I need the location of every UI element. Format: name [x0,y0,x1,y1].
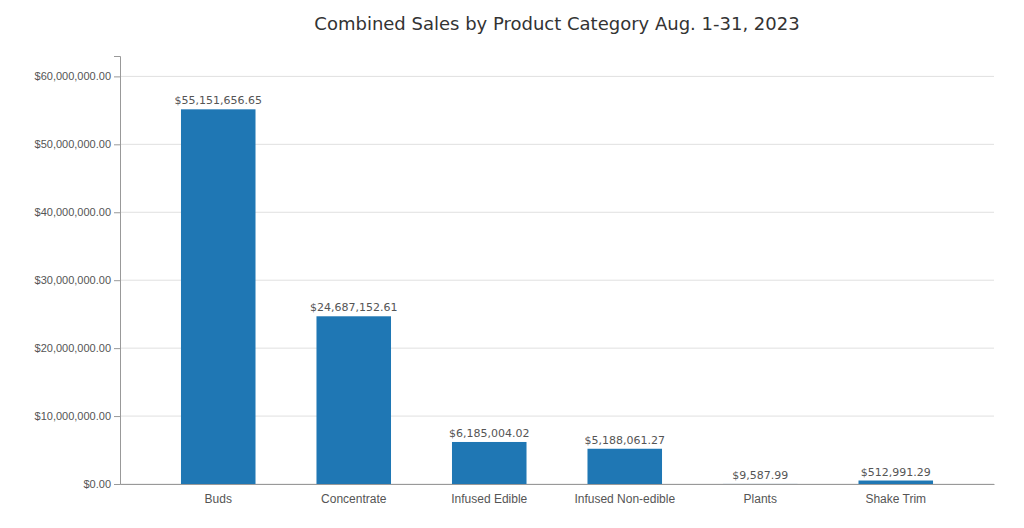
x-tick: Infused Edible [451,492,527,506]
data-label: $5,188,061.27 [585,434,665,447]
x-tick-label: Concentrate [321,492,387,506]
data-label: $9,587.99 [732,469,788,482]
y-tick: $20,000,000.00 [35,342,120,354]
x-axis: Buds Concentrate Infused Edible Infused Non… [121,485,995,506]
y-tick-label: $40,000,000.00 [35,206,111,218]
x-tick-label: Infused Non-edible [574,492,675,506]
y-tick-label: $0.00 [83,478,111,490]
bars [181,109,933,484]
y-tick: $40,000,000.00 [35,206,120,218]
x-tick: Shake Trim [865,492,926,506]
x-tick: Concentrate [321,492,387,506]
data-labels: $55,151,656.65 $24,687,152.61 $6,185,004.0… [174,94,930,482]
y-tick-mark [114,348,120,349]
grid-line [120,76,994,77]
bar [723,483,798,484]
x-tick-label: Infused Edible [451,492,527,506]
x-tick: Plants [744,492,777,506]
bar [587,449,662,484]
y-tick-mark [114,484,120,485]
x-axis-line [121,484,995,485]
bar [858,481,933,484]
bar [181,109,256,484]
y-tick: $60,000,000.00 [35,70,120,82]
x-tick: Buds [205,492,232,506]
data-label: $6,185,004.02 [449,427,529,440]
y-tick: $0.00 [83,478,120,490]
x-tick-label: Buds [205,492,232,506]
y-tick: $10,000,000.00 [35,410,120,422]
y-tick-label: $50,000,000.00 [35,138,111,150]
chart: $0.00 $10,000,000.00 $20,000,000.00 $30,000… [0,0,1024,528]
x-tick: Infused Non-edible [574,492,675,506]
y-tick: $30,000,000.00 [35,274,120,286]
y-tick-mark [114,280,120,281]
y-tick-label: $20,000,000.00 [35,342,111,354]
data-label: $24,687,152.61 [310,301,397,314]
grid [120,76,994,484]
y-axis-line [114,57,121,485]
y-tick-mark [114,416,120,417]
data-label: $55,151,656.65 [174,94,261,107]
y-tick: $50,000,000.00 [35,138,120,150]
y-tick-label: $10,000,000.00 [35,410,111,422]
y-tick-label: $30,000,000.00 [35,274,111,286]
y-tick-mark [114,144,120,145]
plot: $0.00 $10,000,000.00 $20,000,000.00 $30,000… [35,57,995,506]
bar [452,442,527,484]
x-tick-label: Shake Trim [865,492,926,506]
y-tick-label: $60,000,000.00 [35,70,111,82]
title: Combined Sales by Product Category Aug. … [314,13,799,34]
x-tick-label: Plants [744,492,777,506]
bar [316,316,391,484]
y-axis: $0.00 $10,000,000.00 $20,000,000.00 $30,000… [35,57,121,491]
y-tick-mark [114,212,120,213]
data-label: $512,991.29 [861,466,931,479]
y-tick-mark [114,76,120,77]
